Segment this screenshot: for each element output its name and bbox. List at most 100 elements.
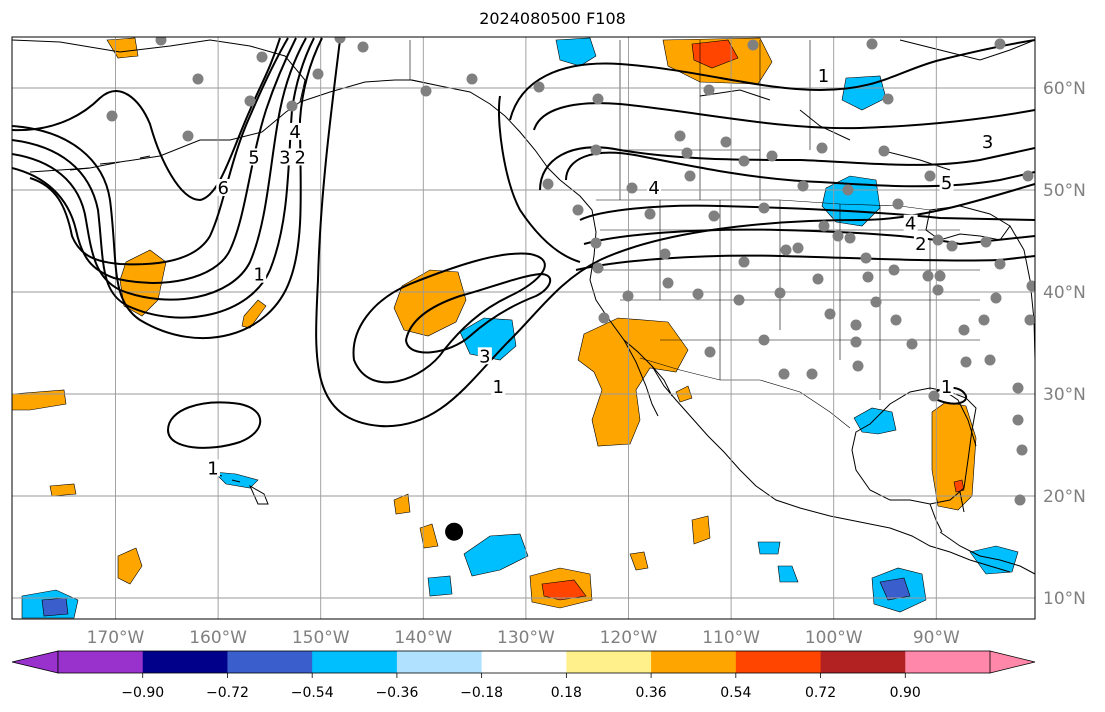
station-point <box>1014 494 1026 506</box>
north-america-west-coast <box>559 179 1011 573</box>
colorbar-tick-label: 0.36 <box>636 685 667 701</box>
station-point <box>684 170 696 182</box>
station-point <box>960 356 972 368</box>
station-point <box>816 142 828 154</box>
anomaly-negative <box>821 175 881 227</box>
contour-label: 1 <box>941 377 952 398</box>
station-point <box>592 262 604 274</box>
hudson-bay-edge <box>899 39 1035 61</box>
colorbar-bin <box>735 651 822 673</box>
east-coast <box>1009 225 1035 361</box>
station-point <box>934 270 946 282</box>
station-point <box>778 368 790 380</box>
anomaly-positive <box>419 523 439 549</box>
storm-marker <box>445 522 464 541</box>
station-point <box>980 236 992 248</box>
lat-tick-label: 30°N <box>1043 385 1086 405</box>
lon-tick-label: 130°W <box>497 628 555 648</box>
anomaly-negative <box>555 37 597 67</box>
contour-line <box>575 254 1035 271</box>
station-point <box>984 354 996 366</box>
station-point <box>182 130 194 142</box>
contour-line <box>12 37 323 340</box>
contour-label: 5 <box>248 147 259 168</box>
lon-tick-label: 120°W <box>600 628 658 648</box>
station-point <box>357 41 369 53</box>
contour-line <box>352 252 546 384</box>
colorbar-tick-label: −0.18 <box>460 685 503 701</box>
contour-label-bg <box>647 179 662 196</box>
lon-tick-label: 150°W <box>292 628 350 648</box>
contour-line <box>12 37 297 284</box>
contour-label: 4 <box>289 122 300 143</box>
map-background <box>12 37 1035 619</box>
contour-label-bg <box>247 148 262 166</box>
station-point <box>1026 280 1035 292</box>
lon-axis: 170°W 160°W 150°W 140°W 130°W 120°W 110°W 100°W… <box>87 628 960 648</box>
station-point <box>1016 444 1028 456</box>
anomaly-positive <box>117 547 143 585</box>
station-point <box>598 312 610 324</box>
central-america <box>939 531 1035 575</box>
anomaly-negative <box>41 597 69 617</box>
anomaly-positive <box>691 39 739 69</box>
station-point <box>888 264 900 276</box>
contour-label-bg <box>816 66 831 84</box>
station-point <box>862 271 874 283</box>
contour-line <box>497 95 581 263</box>
contour-line <box>12 37 281 202</box>
station-point <box>708 210 720 222</box>
station-point <box>766 150 778 162</box>
station-point <box>792 242 804 254</box>
colorbar-extend-high <box>989 650 1036 674</box>
station-point <box>674 130 686 142</box>
anomaly-positive <box>49 483 77 497</box>
contour-label: 6 <box>218 178 229 199</box>
colorbar-bin <box>566 651 652 673</box>
colorbar-bin <box>651 651 737 673</box>
anomaly-positive <box>12 389 67 411</box>
colorbar-bin <box>227 651 313 673</box>
station-point <box>850 336 862 348</box>
map-title: 2024080500 F108 <box>479 9 626 28</box>
contour-label-bg <box>277 148 292 166</box>
colorbar-tick-label: −0.72 <box>206 685 249 701</box>
colorbar-bin <box>312 651 398 673</box>
colorbar: −0.90 −0.72 −0.54 −0.36 −0.18 0.18 0.36 0.54 0.7… <box>11 650 1036 701</box>
anomaly-positive <box>577 317 689 447</box>
station-point <box>644 208 656 220</box>
station-point <box>860 252 872 264</box>
contour-label-bg <box>903 214 918 232</box>
station-point <box>818 220 830 232</box>
anomaly-positive <box>393 269 467 337</box>
station-point <box>994 38 1006 50</box>
colorbar-tick-label: −0.54 <box>291 685 334 701</box>
station-point <box>590 144 602 156</box>
station-point <box>720 136 732 148</box>
contour-line <box>509 39 1035 121</box>
station-point <box>244 95 256 107</box>
lat-tick-label: 50°N <box>1043 181 1086 201</box>
station-point <box>978 314 990 326</box>
contour-line <box>29 37 289 266</box>
station-point <box>659 248 671 260</box>
station-point <box>758 334 770 346</box>
alaska-canada-border <box>409 40 441 87</box>
contour-label: 1 <box>207 459 218 480</box>
lat-tick-label: 10°N <box>1043 589 1086 609</box>
contour-label-bg <box>980 133 995 151</box>
colorbar-bin <box>58 651 144 673</box>
map-frame <box>11 36 1036 620</box>
colorbar-bin <box>481 651 567 673</box>
lat-tick-label: 60°N <box>1043 79 1086 99</box>
colorbar-extend-low <box>11 650 59 674</box>
anomaly-negative <box>757 541 781 555</box>
station-point <box>572 204 584 216</box>
colorbar-tick-label: −0.36 <box>375 685 418 701</box>
station-point <box>703 84 715 96</box>
contour-label-bg <box>491 377 506 395</box>
aleutian-islands <box>69 155 151 171</box>
station-point <box>866 38 878 50</box>
station-point <box>758 202 770 214</box>
